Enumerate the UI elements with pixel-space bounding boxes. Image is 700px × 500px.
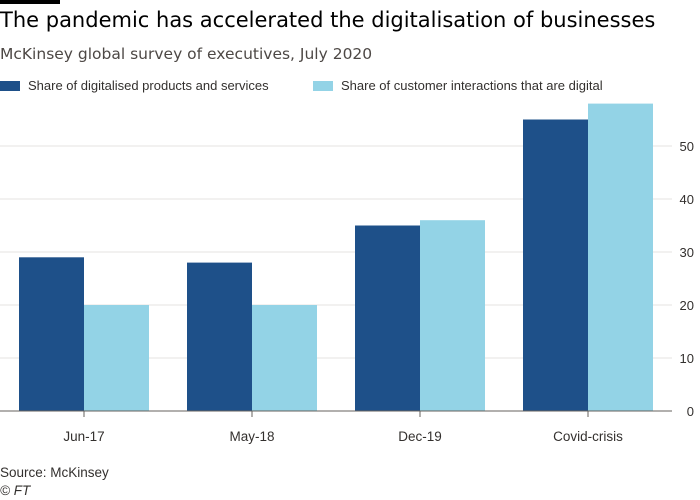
bar-may-18-series-1 (187, 262, 252, 411)
legend-label-series-1: Share of digitalised products and servic… (28, 78, 269, 93)
chart-subtitle: McKinsey global survey of executives, Ju… (0, 45, 373, 63)
y-tick-label-10: 10 (680, 351, 694, 366)
copyright-credit: © FT (0, 483, 31, 498)
y-tick-label-30: 30 (680, 245, 694, 260)
source-note: Source: McKinsey (0, 465, 109, 480)
bar-jun-17-series-1 (19, 257, 84, 411)
legend-swatch-series-1 (0, 80, 20, 91)
y-tick-label-40: 40 (680, 192, 694, 207)
bar-dec-19-series-2 (420, 220, 485, 411)
legend-label-series-2: Share of customer interactions that are … (341, 78, 603, 93)
legend-item-series-2: Share of customer interactions that are … (313, 78, 603, 93)
brand-accent-bar (0, 0, 60, 4)
x-tick-label-may-18: May-18 (229, 429, 274, 444)
legend-swatch-series-2 (313, 80, 333, 91)
x-tick-label-jun-17: Jun-17 (63, 429, 104, 444)
bar-covid-crisis-series-1 (523, 119, 588, 411)
y-tick-label-20: 20 (680, 298, 694, 313)
bar-may-18-series-2 (252, 305, 317, 411)
bar-jun-17-series-2 (84, 305, 149, 411)
bars (19, 103, 653, 411)
y-tick-label-0: 0 (687, 404, 694, 419)
bar-chart: 0 10 20 30 40 50 Jun-17 May-18 Dec-19 Covid-crisi… (0, 103, 694, 444)
axes: 0 10 20 30 40 50 Jun-17 May-18 Dec-19 Covid-crisi… (0, 139, 694, 444)
bar-dec-19-series-1 (355, 225, 420, 411)
y-tick-label-50: 50 (680, 139, 694, 154)
x-tick-label-dec-19: Dec-19 (398, 429, 442, 444)
legend-item-series-1: Share of digitalised products and servic… (0, 78, 269, 93)
bar-covid-crisis-series-2 (588, 103, 653, 411)
chart-title: The pandemic has accelerated the digital… (0, 8, 656, 32)
x-tick-label-covid-crisis: Covid-crisis (553, 429, 623, 444)
